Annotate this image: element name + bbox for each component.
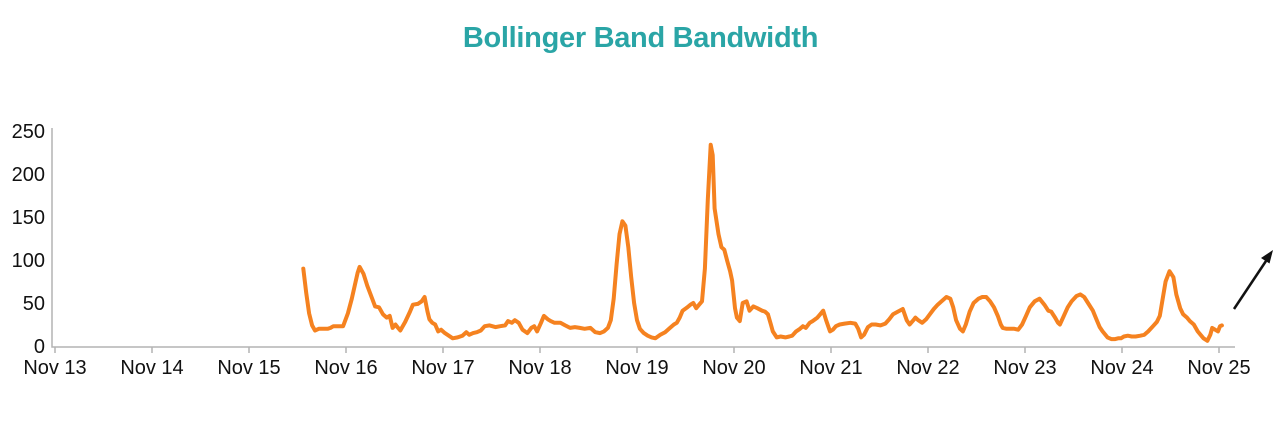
bandwidth-line-series	[301, 142, 1224, 343]
y-axis-label: 250	[12, 121, 45, 143]
axis-lines	[51, 128, 1235, 348]
x-axis-label: Nov 13	[23, 357, 86, 379]
x-axis-label: Nov 25	[1187, 357, 1250, 379]
x-axis-label: Nov 17	[411, 357, 474, 379]
chart-title: Bollinger Band Bandwidth	[462, 22, 819, 54]
x-axis-label: Nov 24	[1090, 357, 1153, 379]
x-axis-label: Nov 19	[605, 357, 668, 379]
x-axis-label: Nov 20	[702, 357, 765, 379]
x-axis-label: Nov 16	[314, 357, 377, 379]
x-axis-label: Nov 23	[993, 357, 1056, 379]
y-axis-label: 100	[12, 250, 45, 272]
x-axis-label: Nov 21	[799, 357, 862, 379]
y-axis-label: 150	[12, 207, 45, 229]
x-axis-label: Nov 22	[896, 357, 959, 379]
x-axis-label: Nov 15	[217, 357, 280, 379]
y-axis-label: 200	[12, 164, 45, 186]
trend-up-arrow-icon	[1232, 250, 1273, 310]
y-axis-label: 0	[34, 336, 45, 358]
x-axis-label: Nov 14	[120, 357, 183, 379]
x-axis-label: Nov 18	[508, 357, 571, 379]
y-axis-label: 50	[23, 293, 45, 315]
